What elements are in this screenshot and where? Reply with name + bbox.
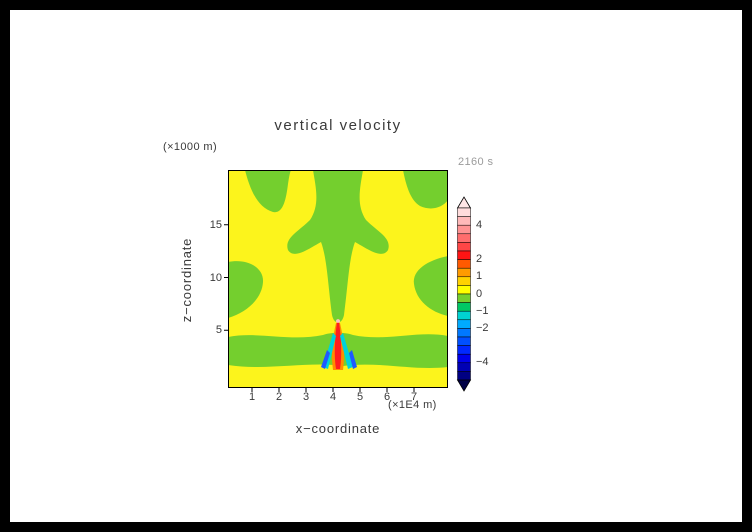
contour-region-top-center-branching-column <box>287 170 389 323</box>
colorbar-band <box>457 371 471 381</box>
colorbar-band <box>457 233 471 243</box>
colorbar-band <box>457 207 471 217</box>
colorbar-tick-label: 4 <box>476 218 483 231</box>
contour-region-top-right-lobe <box>403 170 448 209</box>
contour-region-top-left-lobe <box>245 170 291 213</box>
z-tick-label: 10 <box>209 271 222 284</box>
y-axis-unit-label: (×1000 m) <box>163 141 218 153</box>
colorbar-under-arrow <box>456 379 472 392</box>
x-tick-label: 6 <box>383 391 391 403</box>
contour-region-right-flank <box>413 256 448 316</box>
colorbar-tick-label: −4 <box>476 356 489 369</box>
colorbar-band <box>457 319 471 329</box>
colorbar-band <box>457 259 471 269</box>
colorbar-band <box>457 250 471 260</box>
colorbar-band <box>457 310 471 321</box>
x-tick-label: 4 <box>329 391 337 403</box>
plot-frame <box>228 170 448 388</box>
colorbar-band <box>457 328 471 338</box>
colorbar-tick-label: 1 <box>476 270 483 283</box>
x-tick-label: 2 <box>275 391 283 403</box>
colorbar-band <box>457 242 471 252</box>
colorbar-band <box>457 216 471 226</box>
y-axis-title: z−coordinate <box>179 237 194 323</box>
feature-blue-downdraft-right <box>349 350 357 369</box>
colorbar-tick-label: −1 <box>476 304 489 317</box>
feature-blue-downdraft-left <box>321 350 330 369</box>
colorbar-tick-label: 0 <box>476 287 483 300</box>
colorbar-band <box>457 267 471 278</box>
colorbar-band <box>457 285 471 295</box>
colorbar-band <box>457 302 471 312</box>
timestamp-label: 2160 s <box>458 156 494 168</box>
colorbar-band <box>457 345 471 355</box>
x-axis-unit-label: (×1E4 m) <box>388 399 437 411</box>
colorbar-band <box>457 276 471 286</box>
feature-pink-core-tip <box>336 319 340 323</box>
feature-cyan-downdraft-right <box>340 333 353 369</box>
colorbar-band <box>457 353 471 364</box>
colorbar-band <box>457 293 471 303</box>
colorbar-band <box>457 224 471 235</box>
x-tick-label: 3 <box>302 391 310 403</box>
x-axis-title: x−coordinate <box>295 421 381 436</box>
x-tick-label: 1 <box>248 391 256 403</box>
contour-plot <box>224 170 448 392</box>
z-tick-label: 5 <box>215 324 222 337</box>
colorbar-band <box>457 336 471 346</box>
colorbar-tick-label: −2 <box>476 321 489 334</box>
colorbar <box>456 196 472 392</box>
x-tick-label: 5 <box>356 391 364 403</box>
chart-title: vertical velocity <box>274 117 402 134</box>
x-tick-label: 7 <box>410 391 418 403</box>
colorbar-over-arrow <box>456 196 472 209</box>
colorbar-tick-label: 2 <box>476 253 483 266</box>
z-tick-label: 15 <box>209 218 222 231</box>
feature-red-updraft-core <box>334 322 342 369</box>
colorbar-band <box>457 362 471 372</box>
contour-region-left-flank <box>228 261 264 318</box>
